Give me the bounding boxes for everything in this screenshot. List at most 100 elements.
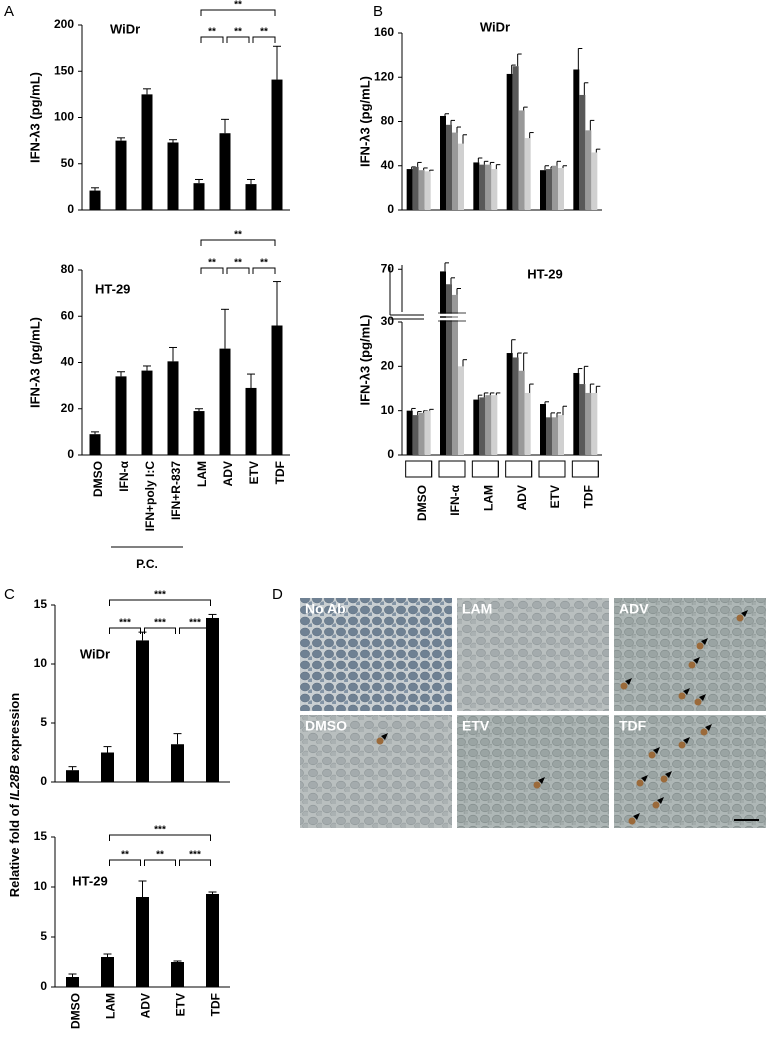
y-tick-label: 0 [67,202,74,216]
y-axis-label: Relative fold of IL28B expression [7,693,22,898]
dose-box [505,460,533,478]
arrowhead [699,694,706,701]
bar [485,164,492,210]
significance-label: *** [189,618,201,629]
panel-label: D [272,586,283,603]
x-tick-label: LAM [482,485,496,511]
stained-cell [696,642,704,650]
micrograph [457,598,609,711]
arrowhead [538,777,545,784]
bar [452,294,458,455]
y-tick-label: 80 [381,114,395,128]
bar [424,171,431,210]
group-label: P.C. [136,557,158,571]
bar [89,190,101,210]
bar [458,366,464,455]
stained-cell [620,682,628,690]
panel-label: C [4,586,15,603]
significance-label: ** [234,0,242,11]
y-tick-label: 10 [381,403,395,417]
significance-label: ** [260,258,268,269]
stained-cell [628,817,636,825]
significance-label: ** [121,850,129,861]
bar [66,770,79,782]
y-tick-label: 120 [374,69,394,83]
bar [579,94,586,210]
x-tick-label: IFN+R-837 [169,461,183,520]
bar [506,73,513,211]
y-tick-label: 0 [387,202,394,216]
bar [506,353,513,455]
x-tick-label: ETV [174,993,188,1016]
significance-bracket [179,859,211,866]
y-tick-label: 20 [381,359,395,373]
y-tick-label: 5 [40,929,47,943]
x-tick-label: IFN-α [117,460,131,491]
y-axis-label-part: Relative fold of [7,800,22,897]
bar [573,372,580,455]
significance-bracket [144,859,176,866]
arrowhead [657,797,664,804]
x-tick-label: ADV [221,461,235,486]
arrowhead [633,813,640,820]
x-tick-label: TDF [273,461,287,484]
y-tick-label: 20 [61,401,75,415]
bar [540,170,546,210]
significance-bracket [109,627,141,634]
stained-cell [700,728,708,736]
dose-triangle [405,461,433,478]
micrograph [300,715,452,828]
y-tick-label: 5 [40,715,47,729]
chart-title: WiDr [80,646,110,661]
arrowhead [683,737,690,744]
y-axis-label: IFN-λ3 (pg/mL) [27,317,42,408]
significance-label: ** [234,258,242,269]
stained-cell [694,698,702,706]
y-tick-label: 200 [54,17,74,31]
bar [485,395,492,455]
bar [171,744,184,782]
bar [418,412,425,455]
bar [219,133,231,210]
stained-cell [678,741,686,749]
bar [206,894,219,987]
significance-label: *** [119,618,131,629]
y-tick-label: 10 [34,656,48,670]
y-axis-label-part: expression [7,693,22,765]
bar [518,370,525,455]
arrowhead [641,775,648,782]
significance-label: ** [234,27,242,38]
significance-label: *** [154,825,166,836]
bar [271,79,283,210]
bar [479,164,486,210]
stained-cell [648,751,656,759]
bar [579,384,586,455]
significance-label: *** [154,590,166,601]
y-tick-label: 15 [34,829,48,843]
bar [193,411,205,455]
x-tick-label: LAM [195,461,209,487]
significance-bracket [109,859,141,866]
x-tick-label: IFN+poly I:C [143,461,157,532]
bar [271,325,283,455]
y-tick-label: 160 [374,25,394,39]
significance-label: ** [260,27,268,38]
bar [558,167,564,210]
bar [412,166,419,210]
bar [591,152,598,210]
bar [524,138,531,210]
bar [458,143,464,210]
chart-title: WiDr [110,21,140,36]
x-tick-label: ETV [247,461,261,484]
arrowhead [381,733,388,740]
bar [418,170,425,210]
significance-bracket [179,627,211,634]
bar [491,169,498,210]
bar [171,962,184,987]
y-tick-label: 0 [40,774,47,788]
y-tick-label: 70 [381,261,395,275]
y-tick-label: 10 [34,879,48,893]
bar [167,142,179,210]
bar [585,392,592,455]
y-tick-label: 150 [54,63,74,77]
